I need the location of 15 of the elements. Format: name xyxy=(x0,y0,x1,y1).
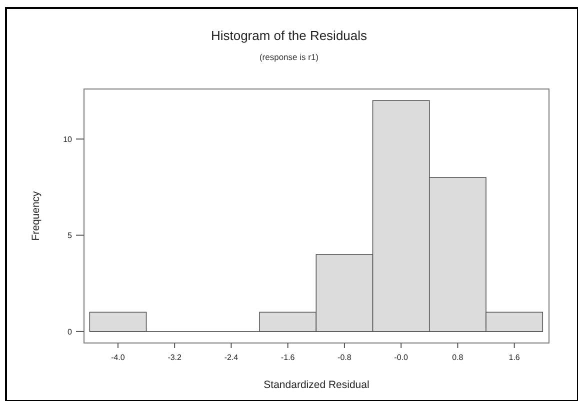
y-tick-label: 10 xyxy=(63,135,73,144)
x-axis-title: Standardized Residual xyxy=(264,379,370,391)
x-tick-label: 0.8 xyxy=(452,353,464,362)
chart-subtitle: (response is r1) xyxy=(259,52,319,62)
x-tick-label: -0.8 xyxy=(338,353,352,362)
x-tick-label: -0.0 xyxy=(394,353,409,362)
x-tick-label: -4.0 xyxy=(111,353,126,362)
x-tick-label: 1.6 xyxy=(508,353,520,362)
x-tick-label: -3.2 xyxy=(168,353,182,362)
y-tick-label: 0 xyxy=(68,327,73,336)
x-tick-label: -1.6 xyxy=(280,353,296,362)
y-tick-label: 5 xyxy=(68,231,73,240)
chart-title: Histogram of the Residuals xyxy=(210,28,368,43)
x-tick-label: -2.4 xyxy=(224,353,239,362)
y-axis-title: Frequency xyxy=(30,190,42,241)
